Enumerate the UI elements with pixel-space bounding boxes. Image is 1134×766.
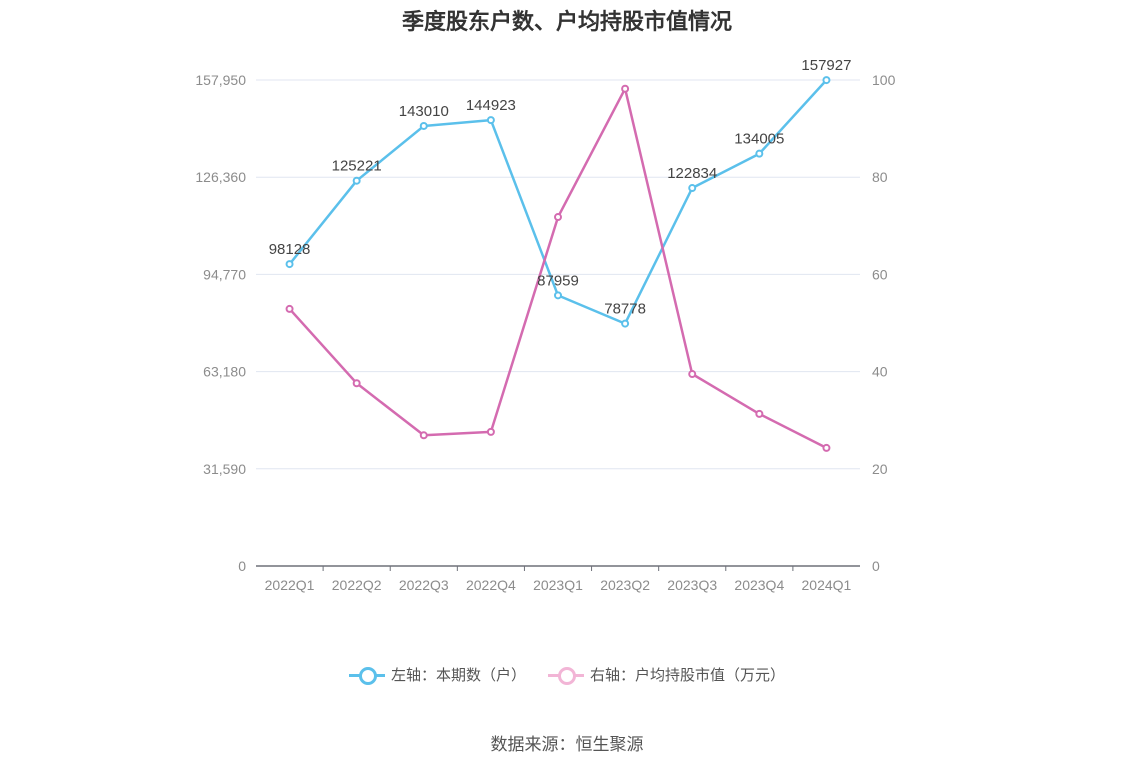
right-tick-label: 60 xyxy=(872,266,888,282)
right-tick-label: 0 xyxy=(872,558,880,574)
left-tick-label: 126,360 xyxy=(195,169,246,185)
data-point xyxy=(621,84,630,93)
data-point xyxy=(755,409,764,418)
data-label: 122834 xyxy=(667,165,717,182)
data-point xyxy=(285,304,294,313)
data-label: 134005 xyxy=(734,131,784,148)
right-tick-label: 20 xyxy=(872,461,888,477)
x-tick-label: 2023Q4 xyxy=(734,577,784,593)
data-point xyxy=(285,260,294,269)
left-tick-label: 94,770 xyxy=(203,266,246,282)
series-points xyxy=(285,76,831,452)
data-label: 143010 xyxy=(399,103,449,120)
data-label: 125221 xyxy=(332,158,382,175)
x-tick-label: 2022Q2 xyxy=(332,577,382,593)
x-tick-label: 2023Q1 xyxy=(533,577,583,593)
x-tick-label: 2023Q3 xyxy=(667,577,717,593)
left-tick-label: 0 xyxy=(238,558,246,574)
data-point xyxy=(688,370,697,379)
data-point xyxy=(554,213,562,222)
legend-label-right-series: 右轴：户均持股市值（万元） xyxy=(590,666,786,684)
data-label: 87959 xyxy=(537,272,579,289)
data-point xyxy=(822,76,831,85)
legend-item-left-series[interactable]: 左轴：本期数（户） xyxy=(348,664,526,685)
source-text: 数据来源：恒生聚源 xyxy=(490,735,644,755)
data-point xyxy=(352,176,361,185)
x-axis: 2022Q1 2022Q2 2022Q3 2022Q4 2023Q1 2023Q2 2023… xyxy=(256,565,860,593)
data-point xyxy=(486,116,495,125)
data-label: 78778 xyxy=(604,301,646,318)
data-point xyxy=(822,443,831,452)
right-tick-label: 100 xyxy=(872,72,896,88)
legend: 左轴：本期数（户） 右轴：户均持股市值（万元） xyxy=(0,664,1134,685)
left-axis-ticks: 0 31,590 63,180 94,770 126,360 157,950 xyxy=(195,72,246,574)
data-label: 144923 xyxy=(466,97,516,114)
legend-swatch-pink xyxy=(548,666,584,685)
x-tick-label: 2022Q1 xyxy=(265,577,315,593)
data-point xyxy=(688,184,697,193)
left-tick-label: 31,590 xyxy=(203,461,246,477)
chart-title: 季度股东户数、户均持股市值情况 xyxy=(401,10,732,35)
data-point xyxy=(419,431,428,440)
right-axis-ticks: 0 20 40 60 80 100 xyxy=(872,72,896,574)
x-tick-label: 2022Q4 xyxy=(466,577,516,593)
legend-label-left-series: 左轴：本期数（户） xyxy=(390,666,526,684)
data-point xyxy=(486,427,495,436)
data-point xyxy=(419,121,428,130)
data-label: 98128 xyxy=(269,241,311,258)
data-point xyxy=(621,319,630,328)
right-tick-label: 80 xyxy=(872,169,888,185)
data-label: 157927 xyxy=(801,57,851,74)
legend-swatch-blue xyxy=(348,666,385,685)
x-tick-label: 2022Q3 xyxy=(399,577,449,593)
x-tick-label: 2024Q1 xyxy=(802,577,852,593)
left-tick-label: 157,950 xyxy=(195,72,246,88)
right-tick-label: 40 xyxy=(872,364,888,380)
data-point xyxy=(352,379,361,388)
x-tick-label: 2023Q2 xyxy=(600,577,650,593)
legend-item-right-series[interactable]: 右轴：户均持股市值（万元） xyxy=(548,664,785,685)
left-tick-label: 63,180 xyxy=(203,364,246,380)
data-labels: 98128 125221 143010 144923 87959 78778 122834 1… xyxy=(269,57,852,318)
data-point xyxy=(554,291,562,300)
data-point xyxy=(755,149,764,158)
